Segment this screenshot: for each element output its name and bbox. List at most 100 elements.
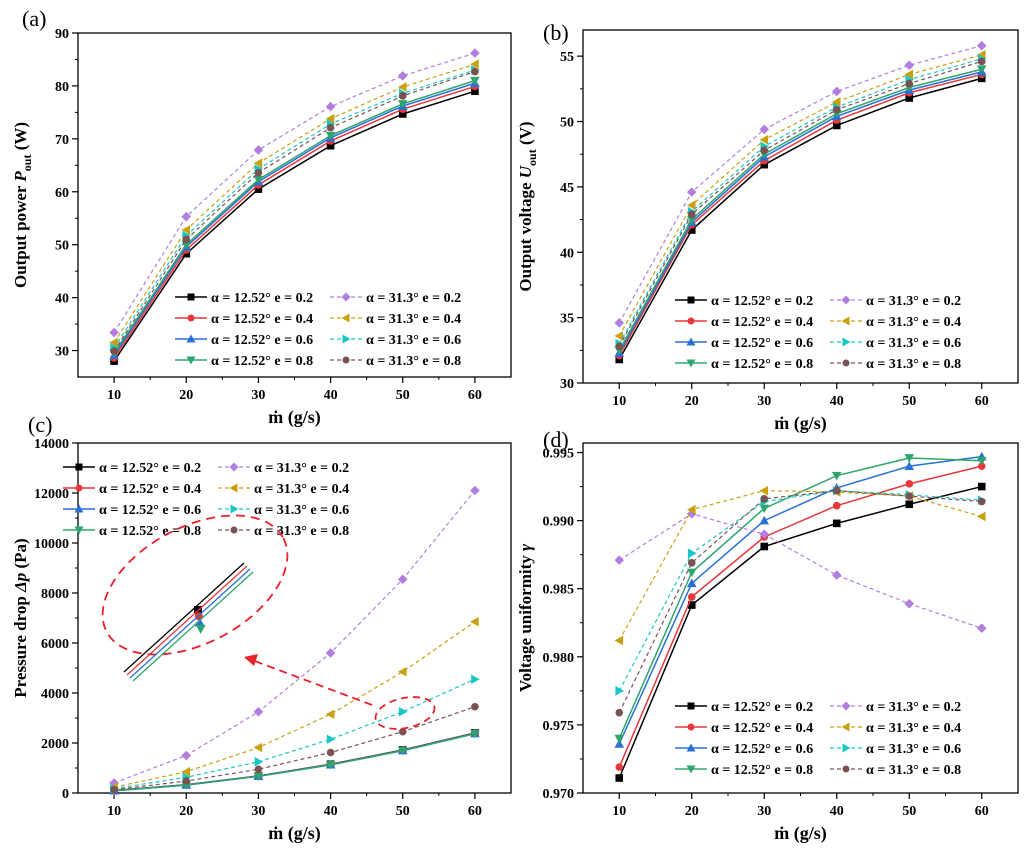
legend-item: α = 12.52° e = 0.4 [675, 315, 813, 330]
marker-triangle-left [831, 97, 841, 107]
y-tick-label: 4000 [41, 687, 69, 702]
y-tick-label: 0.975 [543, 719, 575, 734]
legend-item: α = 31.3° e = 0.2 [218, 461, 349, 476]
marker-diamond [841, 701, 851, 711]
x-axis-label: ṁ (g/s) [774, 823, 827, 844]
marker-circle [398, 727, 407, 736]
marker-square [760, 160, 769, 169]
marker-circle [687, 317, 695, 325]
marker-square [687, 226, 696, 234]
marker-square [832, 519, 841, 528]
series-line [113, 678, 476, 790]
y-tick-label: 50 [560, 116, 574, 131]
marker-circle [687, 559, 696, 567]
marker-square [254, 185, 263, 193]
series-1 [615, 482, 986, 782]
marker-diamond [831, 86, 842, 97]
marker-triangle-down [397, 100, 408, 109]
legend-label: α = 31.3° e = 0.4 [366, 312, 461, 327]
legend-item: α = 12.52° e = 0.6 [675, 742, 813, 757]
marker-triangle-up [614, 739, 625, 748]
legend-item: α = 31.3° e = 0.6 [830, 336, 961, 351]
marker-diamond [759, 529, 770, 540]
marker-circle [615, 763, 624, 771]
y-tick-label: 12000 [34, 487, 69, 502]
series-line [113, 621, 476, 788]
legend-label: α = 12.52° e = 0.6 [711, 336, 813, 351]
y-axis-label-sub: out [20, 155, 34, 172]
marker-triangle-right [471, 674, 480, 685]
marker-triangle-right [842, 743, 851, 753]
legend-item: α = 31.3° e = 0.4 [830, 721, 961, 736]
y-tick-label: 6000 [41, 637, 69, 652]
legend-item: α = 12.52° e = 0.6 [675, 336, 813, 351]
legend-label: α = 31.3° e = 0.2 [366, 291, 461, 306]
zoom-inset [101, 514, 436, 730]
x-tick-label: 40 [324, 804, 338, 819]
marker-triangle-left [614, 635, 624, 646]
x-tick-label: 20 [685, 804, 699, 819]
marker-square [977, 74, 986, 83]
legend-item: α = 12.52° e = 0.8 [675, 357, 813, 372]
legend-item: α = 12.52° e = 0.6 [175, 333, 313, 348]
x-tick-label: 50 [902, 394, 916, 409]
legend-item: α = 31.3° e = 0.8 [830, 357, 961, 372]
y-axis-label-unit: (W) [11, 122, 30, 155]
x-tick-label: 10 [612, 804, 626, 819]
marker-triangle-down [325, 761, 336, 770]
marker-diamond [470, 48, 480, 58]
highlight-ellipse [374, 696, 436, 730]
legend-label: α = 12.52° e = 0.8 [99, 524, 201, 539]
legend-label: α = 31.3° e = 0.8 [866, 763, 961, 778]
marker-diamond [109, 327, 119, 338]
x-tick-label: 60 [975, 804, 989, 819]
panel-label: (d) [543, 427, 569, 452]
marker-triangle-left [686, 504, 696, 515]
marker-circle [687, 210, 696, 219]
marker-triangle-left [181, 225, 191, 235]
marker-circle [832, 105, 841, 114]
marker-triangle-up [686, 337, 696, 346]
marker-circle [832, 486, 841, 495]
x-tick-label: 60 [975, 394, 989, 409]
series-line [618, 490, 982, 713]
legend-label: α = 12.52° e = 0.4 [711, 315, 813, 330]
marker-triangle-down [74, 526, 84, 535]
legend-item: α = 12.52° e = 0.2 [63, 461, 201, 476]
legend-item: α = 31.3° e = 0.2 [330, 291, 461, 306]
legend-item: α = 12.52° e = 0.8 [175, 354, 313, 369]
marker-circle [326, 123, 335, 132]
marker-square [760, 542, 769, 551]
marker-triangle-left [253, 742, 263, 753]
panel-label: (c) [28, 412, 52, 437]
marker-triangle-left [397, 82, 407, 92]
marker-triangle-down [976, 456, 987, 466]
marker-diamond [397, 574, 408, 585]
marker-triangle-down [614, 734, 625, 744]
series-line [618, 490, 982, 692]
marker-triangle-left [470, 59, 479, 70]
inset-ellipse [101, 514, 289, 656]
marker-diamond [614, 555, 625, 565]
marker-square [687, 702, 695, 710]
marker-square [687, 296, 695, 304]
x-tick-label: 50 [396, 388, 410, 403]
y-axis-label-text: Voltage uniformity [516, 551, 535, 692]
x-tick-label: 60 [468, 804, 482, 819]
series-8 [615, 486, 986, 717]
series-3 [109, 728, 480, 795]
marker-triangle-left [325, 113, 335, 124]
y-tick-label: 30 [55, 345, 69, 360]
chart-panel-a: (a) 10 20 30 40 50 60 30 40 50 60 70 80 90 ṁ (g/s) Outp… [11, 6, 512, 428]
legend-label: α = 12.52° e = 0.6 [99, 503, 201, 518]
legend-label: α = 31.3° e = 0.4 [254, 482, 349, 497]
series-line [618, 73, 982, 356]
marker-diamond [976, 40, 987, 51]
marker-circle [254, 765, 263, 774]
marker-square [687, 601, 696, 609]
legend-label: α = 12.52° e = 0.4 [711, 721, 813, 736]
y-axis-label-text: Pressure drop [11, 592, 30, 698]
marker-circle [471, 67, 479, 76]
series-7 [110, 65, 480, 353]
marker-triangle-right [842, 337, 851, 347]
